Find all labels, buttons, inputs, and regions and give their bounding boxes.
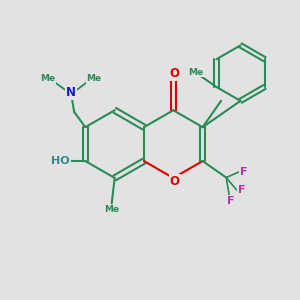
Text: Me: Me	[40, 74, 55, 83]
Text: Me: Me	[86, 74, 101, 83]
Text: F: F	[240, 167, 247, 177]
Text: N: N	[66, 86, 76, 99]
Text: O: O	[170, 175, 180, 188]
Text: HO: HO	[51, 156, 70, 166]
Text: F: F	[227, 196, 234, 206]
Text: O: O	[170, 67, 180, 80]
Text: Me: Me	[188, 68, 203, 77]
Text: Me: Me	[104, 205, 119, 214]
Text: F: F	[238, 185, 246, 195]
